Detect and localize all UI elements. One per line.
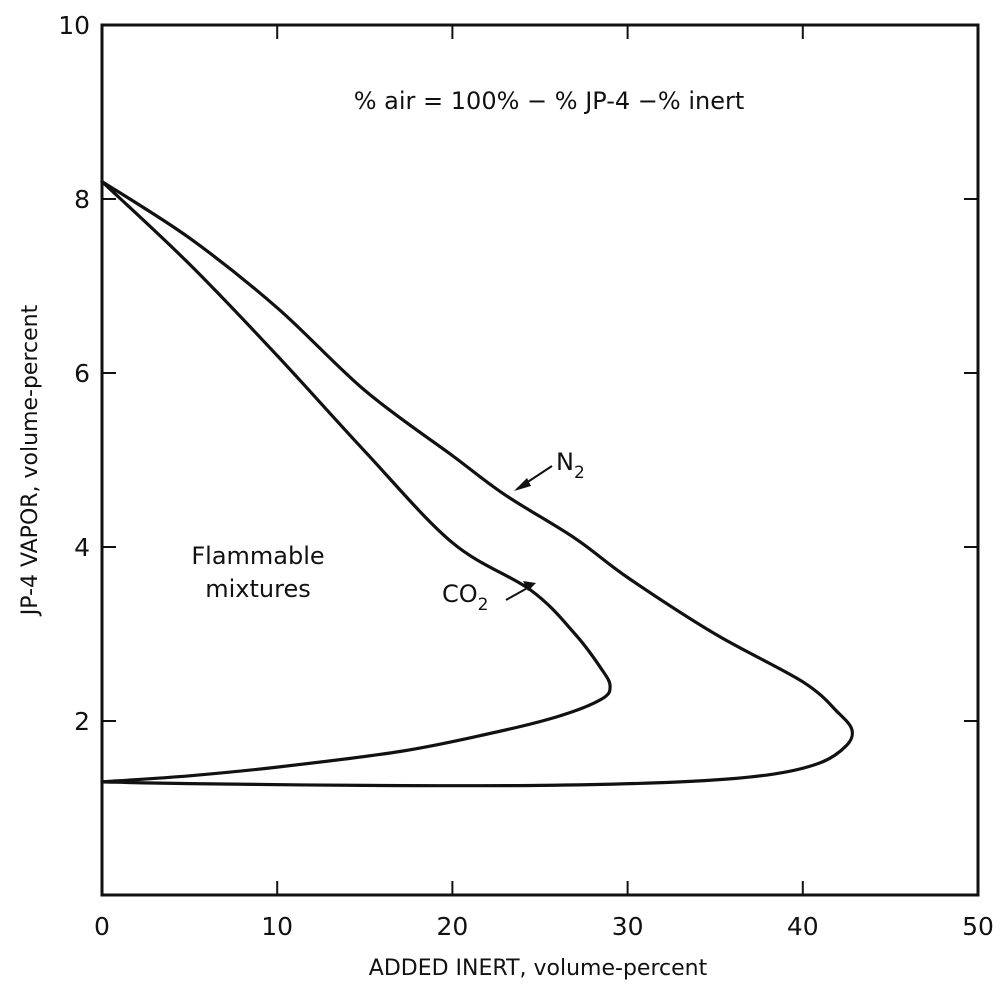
curves (100, 180, 855, 788)
x-tick-label: 30 (612, 912, 644, 941)
series-line-co2 (100, 180, 612, 784)
co2-label: CO2 (442, 580, 536, 615)
tick-marks (102, 25, 978, 895)
region-label-line-2: mixtures (205, 575, 310, 603)
x-tick-label: 50 (962, 912, 994, 941)
n2-label-text: N2 (556, 448, 585, 483)
co2-arrowhead (523, 581, 536, 591)
y-tick-label: 6 (74, 359, 90, 388)
formula-annotation: % air = 100% − % JP-4 −% inert (354, 87, 745, 115)
x-tick-label: 10 (261, 912, 293, 941)
y-tick-label: 2 (74, 707, 90, 736)
n2-label: N2 (514, 448, 585, 491)
tick-labels: 0 10 20 30 40 50 2 4 6 8 10 (58, 11, 994, 941)
x-tick-label: 20 (436, 912, 468, 941)
y-tick-label: 8 (74, 185, 90, 214)
co2-label-text: CO2 (442, 580, 488, 615)
y-tick-label: 10 (58, 11, 90, 40)
y-axis-title: JP-4 VAPOR, volume-percent (18, 304, 43, 617)
x-axis-title: ADDED INERT, volume-percent (369, 956, 708, 981)
region-label-line-1: Flammable (191, 542, 324, 570)
plot-frame (100, 23, 980, 897)
n2-arrowhead (514, 478, 531, 491)
x-tick-label: 0 (94, 912, 110, 941)
y-tick-label: 4 (74, 533, 90, 562)
x-tick-label: 40 (787, 912, 819, 941)
series-line-n2 (100, 180, 855, 788)
